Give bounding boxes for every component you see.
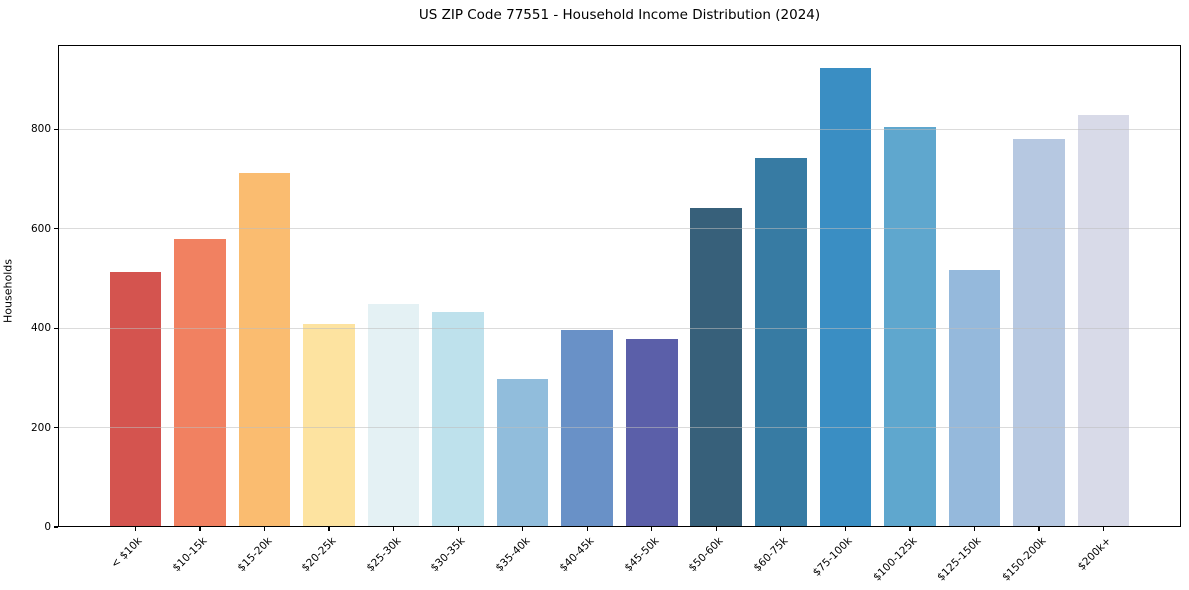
x-tick-mark-$60-75k <box>780 527 782 531</box>
y-tick-mark-0 <box>54 526 58 528</box>
x-tick-mark-$150-200k <box>1038 527 1040 531</box>
y-axis-label-text: Households <box>1 259 15 323</box>
x-tick-mark-$45-50k <box>651 527 653 531</box>
x-tick-mark-$100-125k <box>909 527 911 531</box>
x-tick-mark-$20-25k <box>328 527 330 531</box>
y-tick-mark-800 <box>54 128 58 131</box>
y-tick-label-400: 400 <box>30 322 51 335</box>
y-tick-mark-400 <box>54 327 58 329</box>
bar-$30-35k <box>432 311 484 527</box>
y-tick-label-800: 800 <box>30 123 51 136</box>
bar-$75-100k <box>819 67 872 527</box>
bar-$15-20k <box>238 172 291 527</box>
bar-$50-60k <box>690 207 743 527</box>
gridline-y-800 <box>58 128 1181 130</box>
x-tick-mark-< $10k <box>134 527 137 531</box>
x-tick-mark-$200k+ <box>1102 527 1105 531</box>
bar-$20-25k <box>303 324 355 527</box>
y-tick-mark-200 <box>54 427 58 429</box>
bar-$125-150k <box>948 269 1001 527</box>
x-tick-mark-$50-60k <box>715 527 717 531</box>
chart-title: US ZIP Code 77551 - Household Income Dis… <box>418 7 821 23</box>
x-tick-mark-$30-35k <box>457 527 459 531</box>
y-tick-label-600: 600 <box>30 222 51 235</box>
y-tick-label-200: 200 <box>30 421 51 434</box>
bar-$100-125k <box>884 126 936 527</box>
x-tick-mark-$125-150k <box>973 527 976 531</box>
bar-$45-50k <box>625 339 678 527</box>
bar-< $10k <box>109 271 162 527</box>
y-tick-label-0: 0 <box>44 521 51 533</box>
bar-$150-200k <box>1013 138 1065 527</box>
x-tick-mark-$25-30k <box>393 527 395 531</box>
x-tick-mark-$15-20k <box>263 527 266 531</box>
x-tick-label-< $10k: < $10k <box>109 535 145 571</box>
x-tick-mark-$75-100k <box>844 527 846 531</box>
x-tick-mark-$35-40k <box>522 527 524 531</box>
bar-$200k+ <box>1077 114 1130 527</box>
bar-$60-75k <box>755 157 807 527</box>
x-tick-mark-$40-45k <box>586 527 588 531</box>
bar-$35-40k <box>496 378 549 527</box>
bar-$25-30k <box>367 303 420 527</box>
bar-$10-15k <box>174 239 226 527</box>
y-tick-mark-600 <box>54 228 58 230</box>
bar-$40-45k <box>561 330 614 527</box>
x-tick-mark-$10-15k <box>199 527 201 531</box>
plot-area <box>58 45 1181 527</box>
